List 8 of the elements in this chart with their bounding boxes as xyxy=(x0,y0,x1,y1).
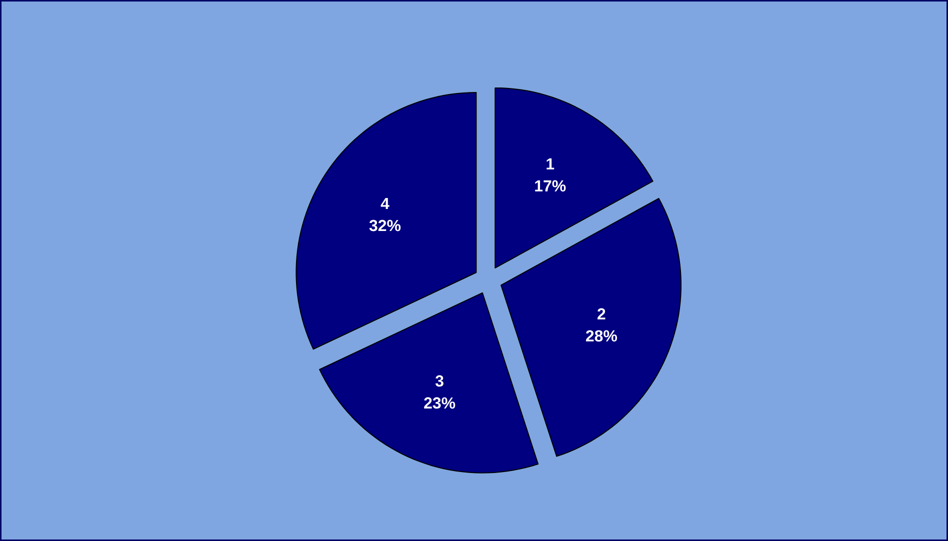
data-label: 32% xyxy=(369,220,401,232)
data-label: 23% xyxy=(424,397,456,409)
slice-label: 1 xyxy=(546,158,554,170)
slice-label: 2 xyxy=(598,308,606,320)
slice-label: 3 xyxy=(435,375,444,387)
slice-label: 4 xyxy=(380,198,390,210)
data-label: 17% xyxy=(535,180,566,192)
data-label: 28% xyxy=(586,330,618,342)
